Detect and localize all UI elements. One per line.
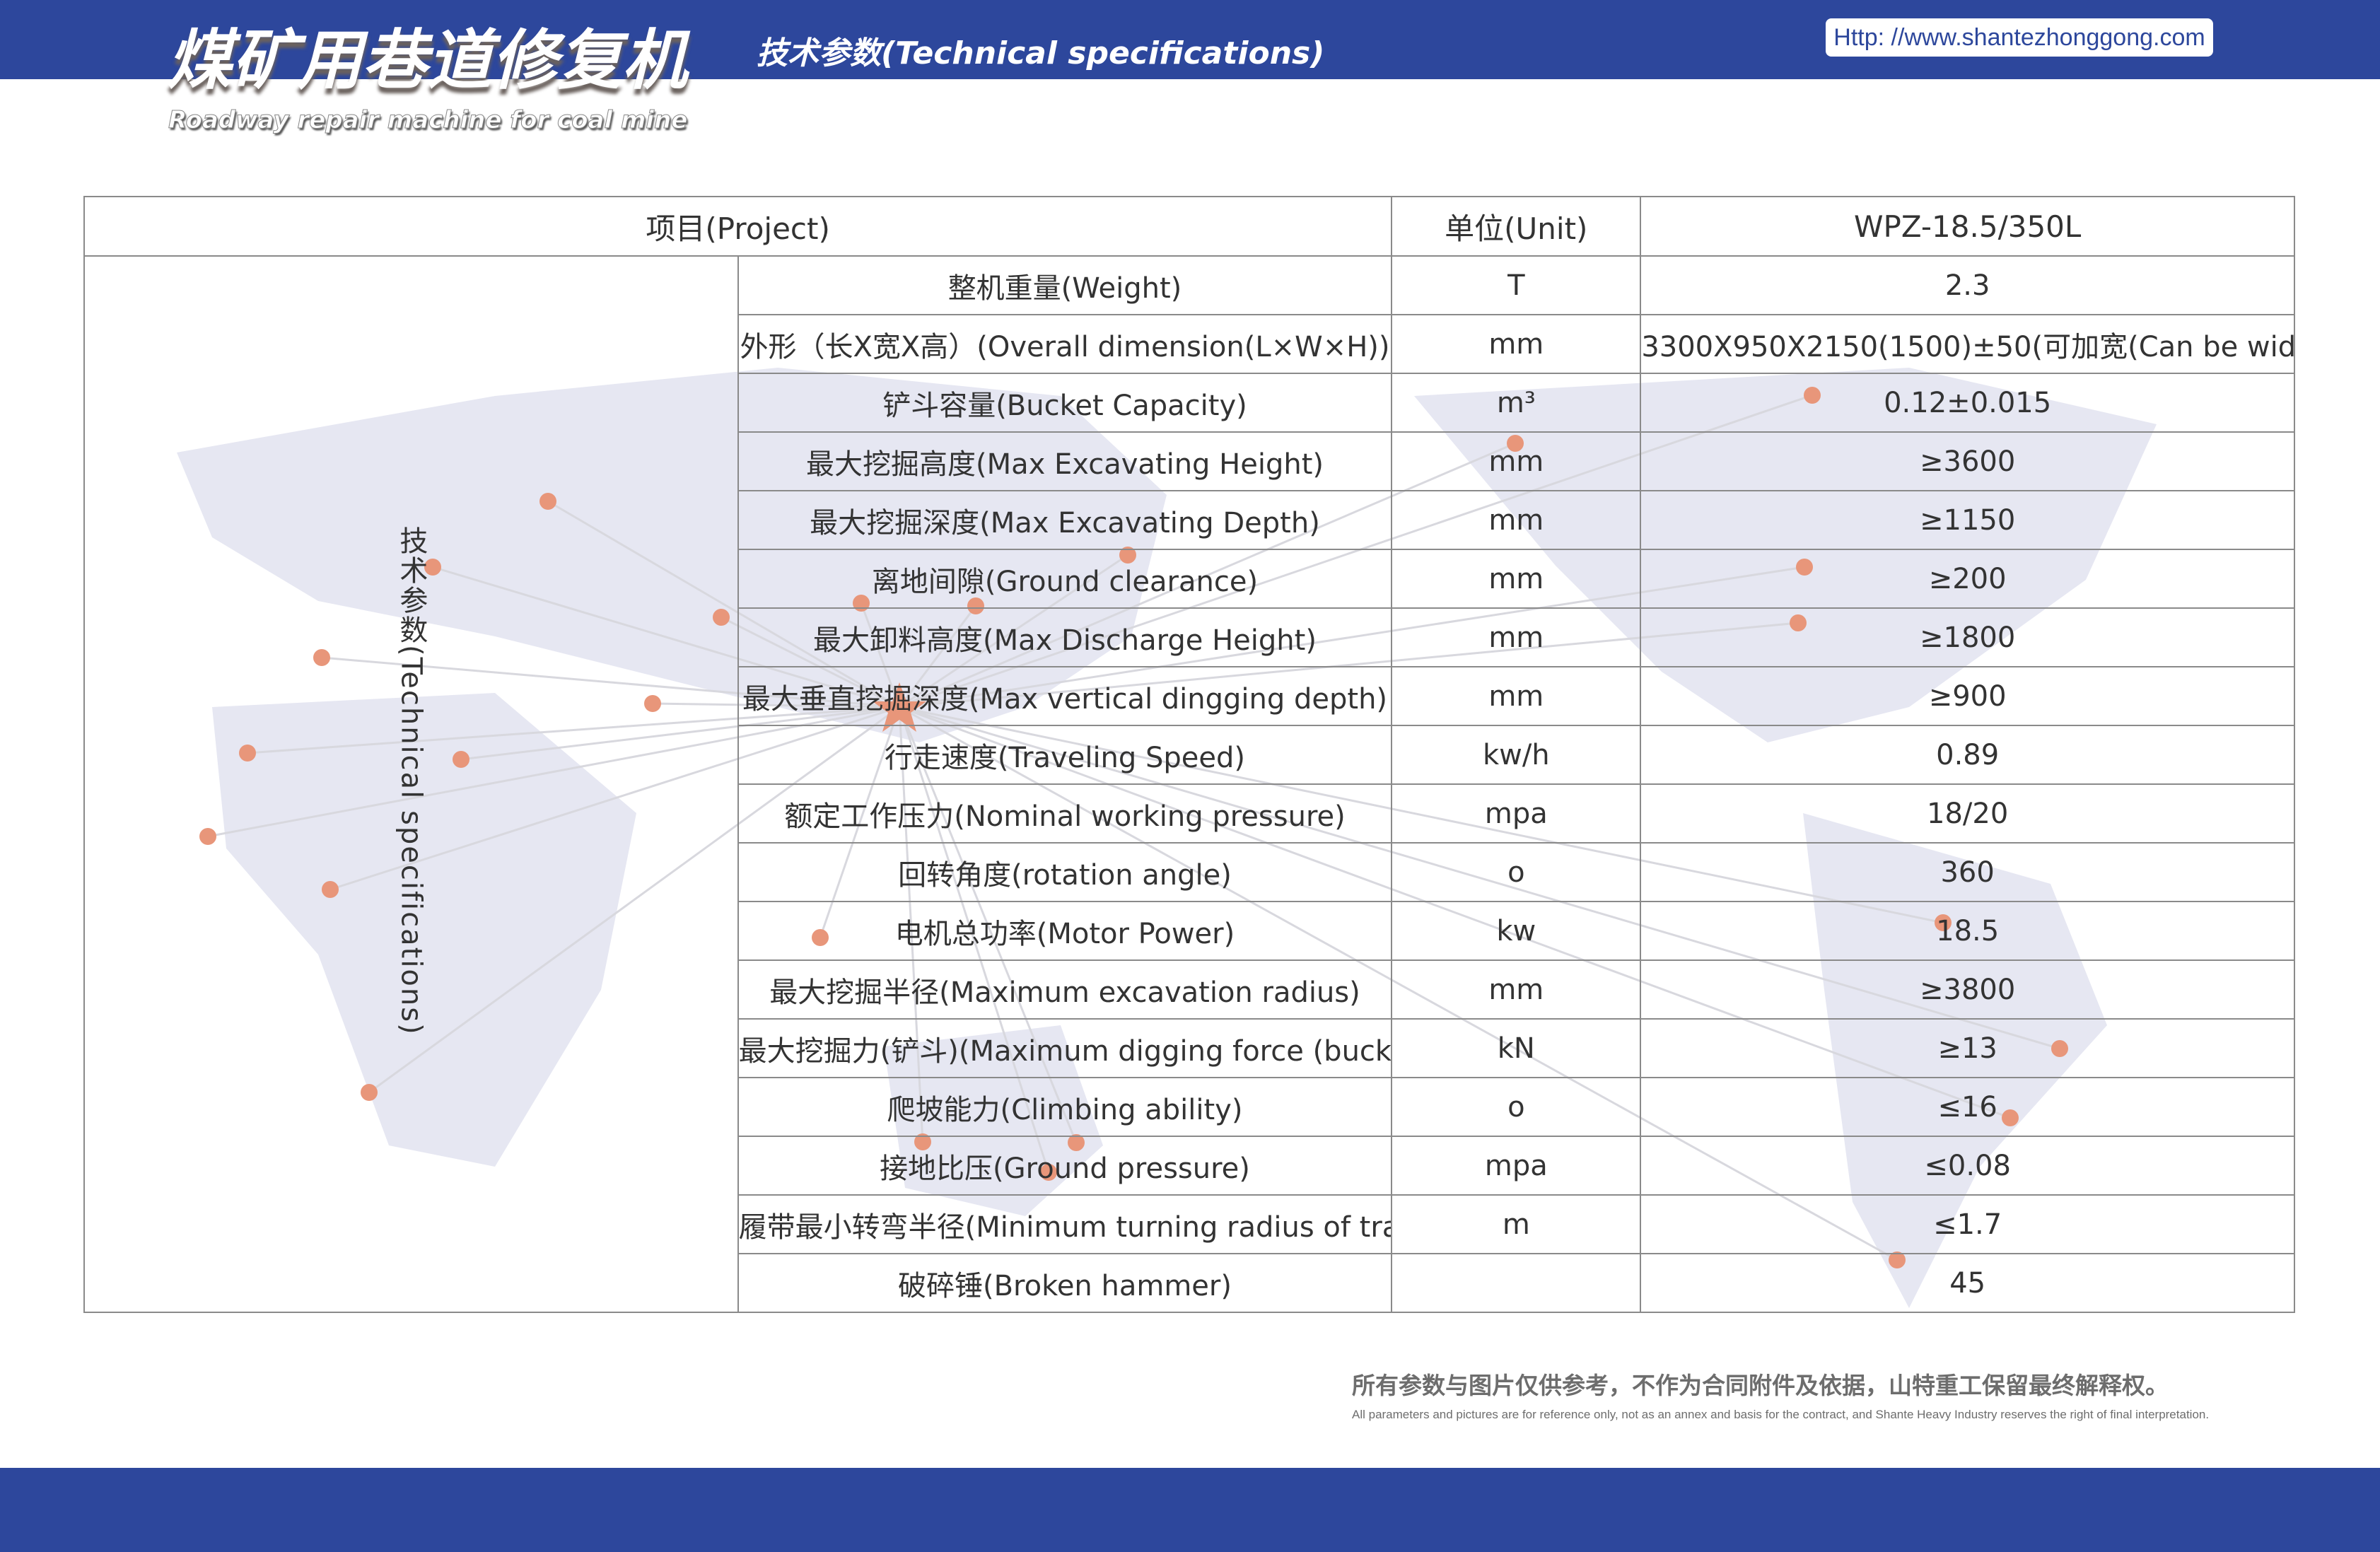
- project-cell: 额定工作压力(Nominal working pressure): [737, 783, 1393, 844]
- header-model: WPZ-18.5/350L: [1640, 196, 2295, 257]
- value-cell: 18.5: [1640, 901, 2295, 961]
- project-cell: 离地间隙(Ground clearance): [737, 549, 1393, 609]
- table-row: 最大挖掘半径(Maximum excavation radius) mm ≥3800: [84, 959, 2295, 1020]
- unit-cell: mpa: [1391, 1136, 1642, 1196]
- unit-cell: [1391, 1253, 1642, 1313]
- page-title: 煤矿用巷道修复机: [167, 23, 688, 98]
- value-cell: 45: [1640, 1253, 2295, 1313]
- table-row: 最大挖掘力(铲斗)(Maximum digging force (bucket)…: [84, 1018, 2295, 1078]
- unit-cell: kN: [1391, 1018, 1642, 1078]
- value-cell: 360: [1640, 842, 2295, 902]
- unit-cell: o: [1391, 1077, 1642, 1137]
- unit-cell: kw: [1391, 901, 1642, 961]
- bottom-banner: [0, 1468, 2380, 1552]
- value-cell: 3300X950X2150(1500)±50(可加宽(Can be widene…: [1640, 314, 2295, 374]
- project-cell: 履带最小转弯半径(Minimum turning radius of track…: [737, 1194, 1393, 1254]
- section-subtitle: 技术参数(Technical specifications): [757, 35, 1325, 71]
- unit-cell: m³: [1391, 373, 1642, 433]
- table-row: 额定工作压力(Nominal working pressure) mpa 18/20: [84, 783, 2295, 844]
- project-cell: 爬坡能力(Climbing ability): [737, 1077, 1393, 1137]
- table-row: 最大挖掘高度(Max Excavating Height) mm ≥3600: [84, 431, 2295, 491]
- header-project: 项目(Project): [83, 196, 1393, 257]
- header-unit: 单位(Unit): [1391, 196, 1642, 257]
- value-cell: ≥13: [1640, 1018, 2295, 1078]
- side-label-cell: 技术参数(Technical specifications): [83, 255, 739, 1313]
- page-title-en: Roadway repair machine for coal mine: [168, 106, 688, 135]
- project-cell: 回转角度(rotation angle): [737, 842, 1393, 902]
- value-cell: ≤0.08: [1640, 1136, 2295, 1196]
- value-cell: ≥1800: [1640, 607, 2295, 667]
- table-header-row: 项目(Project) 单位(Unit) WPZ-18.5/350L: [83, 196, 2295, 257]
- project-cell: 行走速度(Traveling Speed): [737, 725, 1393, 785]
- project-cell: 接地比压(Ground pressure): [737, 1136, 1393, 1196]
- table-row: 技术参数(Technical specifications) 整机重量(Weigh…: [83, 255, 2295, 1313]
- unit-cell: mm: [1391, 431, 1642, 491]
- value-cell: ≤16: [1640, 1077, 2295, 1137]
- unit-cell: mpa: [1391, 783, 1642, 844]
- project-cell: 最大垂直挖掘深度(Max vertical dingging depth): [737, 666, 1393, 726]
- unit-cell: mm: [1391, 666, 1642, 726]
- table-row: 离地间隙(Ground clearance) mm ≥200: [84, 549, 2295, 609]
- unit-cell: o: [1391, 842, 1642, 902]
- value-cell: ≥3600: [1640, 431, 2295, 491]
- unit-cell: mm: [1391, 607, 1642, 667]
- project-cell: 破碎锤(Broken hammer): [737, 1253, 1393, 1313]
- value-cell: 2.3: [1640, 255, 2295, 315]
- project-cell: 铲斗容量(Bucket Capacity): [737, 373, 1393, 433]
- value-cell: 0.12±0.015: [1640, 373, 2295, 433]
- table-row: 最大卸料高度(Max Discharge Height) mm ≥1800: [84, 607, 2295, 667]
- project-cell: 外形（长X宽X高）(Overall dimension(L×W×H)): [737, 314, 1393, 374]
- value-cell: ≤1.7: [1640, 1194, 2295, 1254]
- project-cell: 最大挖掘半径(Maximum excavation radius): [737, 959, 1393, 1020]
- disclaimer-cn: 所有参数与图片仅供参考，不作为合同附件及依据，山特重工保留最终解释权。: [1352, 1372, 2169, 1399]
- table-row: 外形（长X宽X高）(Overall dimension(L×W×H)) mm 330…: [84, 314, 2295, 374]
- table-row: 回转角度(rotation angle) o 360: [84, 842, 2295, 902]
- table-row: 铲斗容量(Bucket Capacity) m³ 0.12±0.015: [84, 373, 2295, 433]
- table-row: 破碎锤(Broken hammer) 45: [84, 1253, 2295, 1313]
- specs-table: 项目(Project) 单位(Unit) WPZ-18.5/350L 技术参数(…: [83, 196, 2295, 1313]
- table-row: 最大垂直挖掘深度(Max vertical dingging depth) mm ≥…: [84, 666, 2295, 726]
- table-row: 履带最小转弯半径(Minimum turning radius of track…: [84, 1194, 2295, 1254]
- unit-cell: mm: [1391, 959, 1642, 1020]
- table-row: 爬坡能力(Climbing ability) o ≤16: [84, 1077, 2295, 1137]
- value-cell: 0.89: [1640, 725, 2295, 785]
- unit-cell: kw/h: [1391, 725, 1642, 785]
- unit-cell: T: [1391, 255, 1642, 315]
- unit-cell: mm: [1391, 314, 1642, 374]
- project-cell: 整机重量(Weight): [737, 255, 1393, 315]
- value-cell: 18/20: [1640, 783, 2295, 844]
- project-cell: 最大卸料高度(Max Discharge Height): [737, 607, 1393, 667]
- unit-cell: m: [1391, 1194, 1642, 1254]
- side-label: 技术参数(Technical specifications): [395, 525, 428, 1036]
- website-link[interactable]: Http: //www.shantezhonggong.com: [1826, 18, 2213, 57]
- value-cell: ≥900: [1640, 666, 2295, 726]
- table-row: 最大挖掘深度(Max Excavating Depth) mm ≥1150: [84, 490, 2295, 550]
- project-cell: 最大挖掘高度(Max Excavating Height): [737, 431, 1393, 491]
- project-cell: 最大挖掘力(铲斗)(Maximum digging force (bucket)…: [737, 1018, 1393, 1078]
- table-row: 行走速度(Traveling Speed) kw/h 0.89: [84, 725, 2295, 785]
- table-row: 电机总功率(Motor Power) kw 18.5: [84, 901, 2295, 961]
- project-cell: 最大挖掘深度(Max Excavating Depth): [737, 490, 1393, 550]
- disclaimer-en: All parameters and pictures are for refe…: [1352, 1408, 2210, 1421]
- project-cell: 电机总功率(Motor Power): [737, 901, 1393, 961]
- value-cell: ≥1150: [1640, 490, 2295, 550]
- unit-cell: mm: [1391, 549, 1642, 609]
- value-cell: ≥3800: [1640, 959, 2295, 1020]
- unit-cell: mm: [1391, 490, 1642, 550]
- value-cell: ≥200: [1640, 549, 2295, 609]
- table-row: 接地比压(Ground pressure) mpa ≤0.08: [84, 1136, 2295, 1196]
